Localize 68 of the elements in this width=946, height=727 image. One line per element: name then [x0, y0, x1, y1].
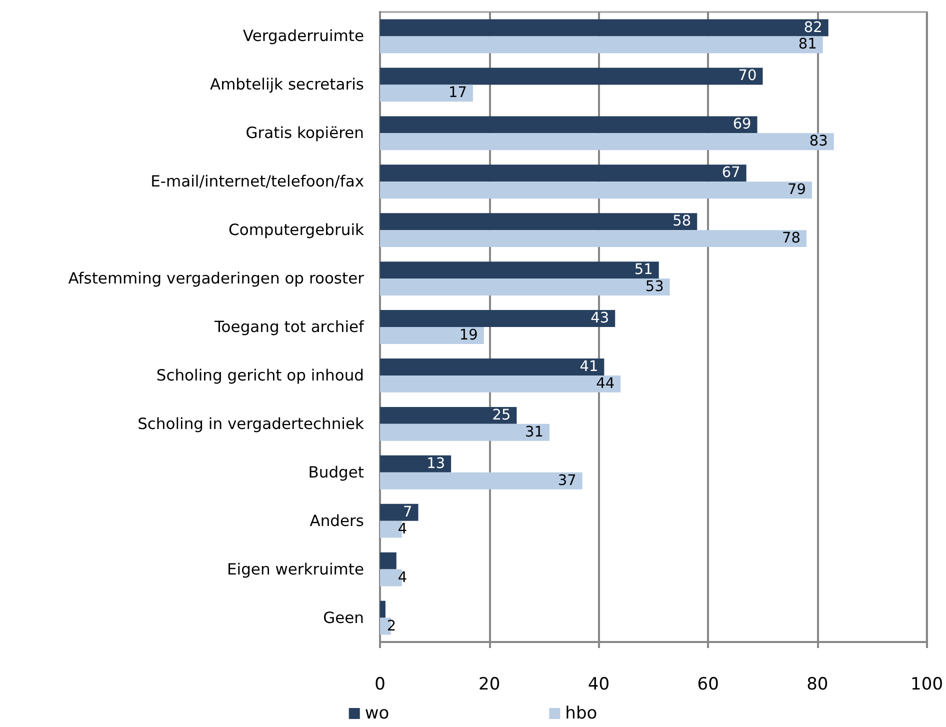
y-tick-label: Vergaderruimte: [242, 27, 364, 46]
data-label: 51: [634, 262, 653, 278]
bar: [380, 164, 746, 182]
y-tick-label: Budget: [308, 463, 364, 482]
bar: [380, 262, 659, 279]
bar: [380, 133, 834, 150]
y-tick-label: Computergebruik: [228, 221, 364, 240]
bar: [380, 552, 396, 570]
data-label: 25: [492, 407, 511, 424]
data-label: 17: [448, 85, 467, 102]
bar: [380, 19, 828, 36]
data-label: 41: [580, 358, 598, 375]
bar: [380, 230, 806, 248]
bar: [380, 36, 823, 54]
y-tick-label: Toegang tot archief: [213, 318, 365, 336]
y-tick-label: Eigen werkruimte: [226, 560, 364, 578]
data-label: 82: [804, 20, 822, 36]
x-tick-label: 0: [374, 674, 386, 694]
bar: [380, 327, 484, 344]
bar: [380, 375, 621, 392]
y-tick-label: Scholing gericht op inhoud: [156, 366, 364, 384]
bar: [380, 406, 517, 424]
data-label: 79: [788, 182, 806, 198]
bar: [380, 182, 812, 199]
data-label: 37: [558, 472, 576, 489]
bar: [380, 84, 473, 102]
legend-label: wo: [364, 704, 390, 724]
y-tick-label: Geen: [323, 608, 364, 627]
y-tick-label: Afstemming vergaderingen op rooster: [68, 270, 365, 288]
data-label: 83: [809, 134, 828, 150]
data-label: 2: [386, 618, 396, 634]
data-label: 31: [525, 424, 544, 440]
data-label: 4: [398, 570, 408, 586]
bar: [380, 213, 698, 230]
y-tick-label: Ambtelijk secretaris: [210, 76, 364, 94]
bar: [380, 358, 604, 376]
data-label: 67: [722, 165, 740, 182]
x-tick-label: 100: [910, 674, 944, 694]
x-tick-label: 60: [697, 674, 719, 694]
y-tick-label: Anders: [310, 512, 364, 530]
data-label: 81: [798, 36, 817, 53]
bar: [380, 424, 550, 441]
data-label: 78: [782, 230, 800, 247]
data-label: 69: [732, 116, 752, 133]
bar: [380, 455, 452, 472]
x-tick-label: 80: [806, 674, 828, 694]
data-label: 58: [672, 214, 692, 230]
bar: [380, 472, 582, 490]
x-tick-label: 20: [478, 674, 500, 694]
data-label: 19: [459, 327, 478, 344]
y-tick-label: E-mail/internet/telefoon/fax: [150, 172, 364, 191]
y-tick-label: Scholing in vergadertechniek: [138, 414, 364, 433]
data-label: 53: [645, 279, 664, 296]
data-label: 43: [590, 310, 610, 327]
data-label: 7: [403, 504, 412, 520]
bar: [380, 68, 763, 85]
data-label: 44: [596, 376, 615, 392]
bar: [380, 116, 758, 134]
legend-label: hbo: [565, 704, 598, 724]
data-label: 70: [738, 68, 757, 84]
bar: [380, 310, 616, 327]
data-label: 13: [426, 456, 446, 472]
bar: [380, 278, 670, 296]
bar: [380, 600, 386, 618]
x-tick-label: 40: [588, 674, 610, 694]
y-tick-label: Gratis kopiëren: [246, 124, 364, 142]
data-label: 4: [398, 521, 408, 538]
bar: [380, 504, 418, 521]
